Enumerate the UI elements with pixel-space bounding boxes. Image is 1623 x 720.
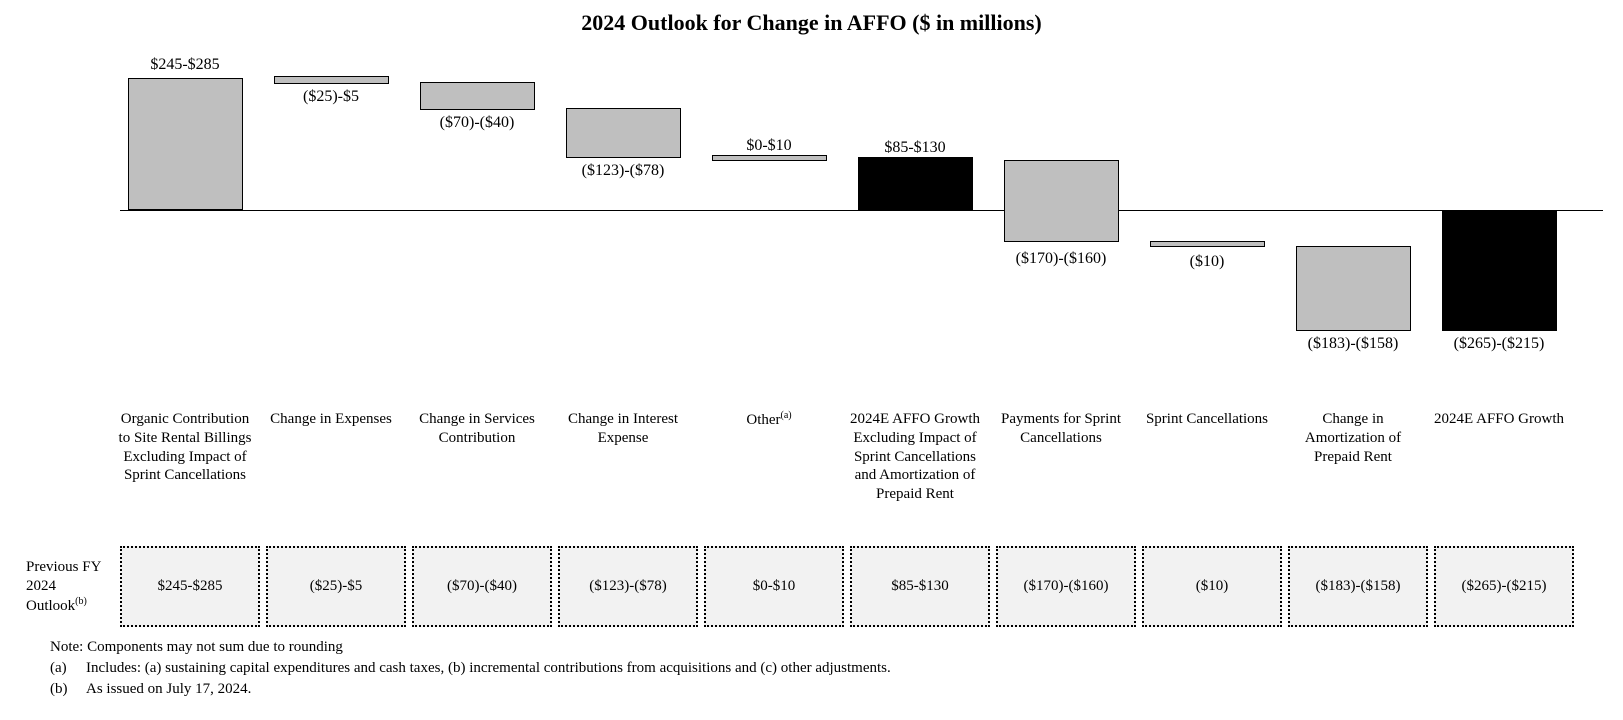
x-axis bbox=[120, 210, 1603, 211]
previous-outlook-cell: ($183)-($158) bbox=[1288, 546, 1428, 627]
footnotes: Note: Components may not sum due to roun… bbox=[50, 637, 1603, 700]
x-axis-labels: Organic Contribution to Site Rental Bill… bbox=[120, 410, 1603, 540]
bar bbox=[566, 108, 681, 158]
previous-outlook-cell: ($10) bbox=[1142, 546, 1282, 627]
previous-outlook-cell: ($170)-($160) bbox=[996, 546, 1136, 627]
bar bbox=[1296, 246, 1411, 331]
previous-outlook-row: Previous FY 2024 Outlook(b) $245-$285($2… bbox=[20, 546, 1603, 627]
category-label: Change in Services Contribution bbox=[407, 410, 547, 448]
category-label-text: Change in Amortization of Prepaid Rent bbox=[1305, 411, 1401, 465]
bar bbox=[712, 155, 827, 161]
category-label-text: Change in Expenses bbox=[270, 411, 392, 427]
previous-outlook-cell: ($123)-($78) bbox=[558, 546, 698, 627]
bar-value-label: ($170)-($160) bbox=[986, 250, 1136, 268]
category-label-text: Change in Interest Expense bbox=[568, 411, 678, 446]
category-label-text: Other bbox=[746, 412, 780, 428]
footnote-key: (a) bbox=[50, 658, 86, 679]
previous-outlook-cell: $85-$130 bbox=[850, 546, 990, 627]
bar-value-label: ($10) bbox=[1132, 253, 1282, 271]
category-label: Other(a) bbox=[699, 410, 839, 430]
chart-title: 2024 Outlook for Change in AFFO ($ in mi… bbox=[20, 10, 1603, 36]
footnote: (a)Includes: (a) sustaining capital expe… bbox=[50, 658, 1603, 679]
bar-value-label: ($123)-($78) bbox=[548, 162, 698, 180]
footnote-text: As issued on July 17, 2024. bbox=[86, 679, 1603, 700]
bar-value-label: $245-$285 bbox=[110, 56, 260, 74]
category-label: 2024E AFFO Growth bbox=[1429, 410, 1569, 429]
category-label: Sprint Cancellations bbox=[1137, 410, 1277, 429]
category-label: Organic Contribution to Site Rental Bill… bbox=[115, 410, 255, 485]
previous-outlook-header-text: Previous FY 2024 Outlook bbox=[26, 559, 101, 614]
category-label: 2024E AFFO Growth Excluding Impact of Sp… bbox=[845, 410, 985, 504]
category-label-text: Sprint Cancellations bbox=[1146, 411, 1268, 427]
category-label: Change in Amortization of Prepaid Rent bbox=[1283, 410, 1423, 466]
previous-outlook-cell: $245-$285 bbox=[120, 546, 260, 627]
bar-value-label: $85-$130 bbox=[840, 139, 990, 157]
footnote: (b)As issued on July 17, 2024. bbox=[50, 679, 1603, 700]
bar bbox=[858, 157, 973, 210]
footnote-key: (b) bbox=[50, 679, 86, 700]
previous-outlook-cell: ($265)-($215) bbox=[1434, 546, 1574, 627]
category-label-text: Payments for Sprint Cancellations bbox=[1001, 411, 1121, 446]
category-label-text: Change in Services Contribution bbox=[419, 411, 535, 446]
footnote-text: Includes: (a) sustaining capital expendi… bbox=[86, 658, 1603, 679]
previous-outlook-header-sup: (b) bbox=[75, 596, 87, 607]
bar-value-label: ($70)-($40) bbox=[402, 114, 552, 132]
note-lead: Note: Components may not sum due to roun… bbox=[50, 637, 1603, 658]
previous-outlook-header: Previous FY 2024 Outlook(b) bbox=[20, 546, 120, 627]
category-label: Change in Expenses bbox=[261, 410, 401, 429]
category-label-text: Organic Contribution to Site Rental Bill… bbox=[119, 411, 252, 483]
bar-value-label: $0-$10 bbox=[694, 137, 844, 155]
previous-outlook-cells: $245-$285($25)-$5($70)-($40)($123)-($78)… bbox=[120, 546, 1603, 627]
bar bbox=[420, 82, 535, 110]
bar bbox=[128, 78, 243, 210]
category-label-text: 2024E AFFO Growth Excluding Impact of Sp… bbox=[850, 411, 980, 502]
category-label-text: 2024E AFFO Growth bbox=[1434, 411, 1564, 427]
waterfall-chart: $245-$285($25)-$5($70)-($40)($123)-($78)… bbox=[120, 40, 1603, 410]
bar-value-label: ($183)-($158) bbox=[1278, 335, 1428, 353]
previous-outlook-cell: ($70)-($40) bbox=[412, 546, 552, 627]
bar-value-label: ($25)-$5 bbox=[256, 88, 406, 106]
bar bbox=[1004, 160, 1119, 242]
bar bbox=[274, 76, 389, 84]
previous-outlook-cell: ($25)-$5 bbox=[266, 546, 406, 627]
category-label-sup: (a) bbox=[781, 410, 792, 421]
bar bbox=[1442, 211, 1557, 331]
category-label: Payments for Sprint Cancellations bbox=[991, 410, 1131, 448]
bar-value-label: ($265)-($215) bbox=[1424, 335, 1574, 353]
bar bbox=[1150, 241, 1265, 247]
previous-outlook-cell: $0-$10 bbox=[704, 546, 844, 627]
category-label: Change in Interest Expense bbox=[553, 410, 693, 448]
